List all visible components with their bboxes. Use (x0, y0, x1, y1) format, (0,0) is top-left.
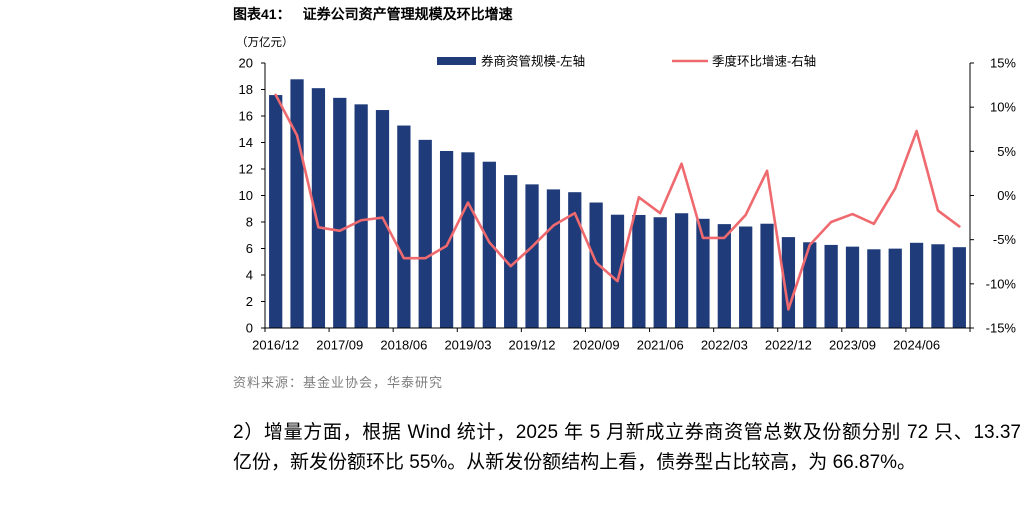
left-axis-tick-label: 20 (239, 56, 253, 71)
left-axis-tick-label: 0 (246, 321, 253, 336)
combo-chart: 0 2 4 6 8 10 12 14 16 18 20 -15% -10% -5% 0% 5% 10% 15% 20… (239, 53, 1017, 353)
left-axis-unit-label: （万亿元） (236, 37, 294, 49)
bar (909, 242, 924, 328)
bar (845, 246, 860, 328)
legend: 券商资管规模-左轴 季度环比增速-右轴 (437, 53, 816, 68)
right-axis-tick-label: 5% (997, 144, 1016, 159)
bar (333, 97, 347, 328)
right-axis-tick-label: 10% (990, 100, 1016, 115)
bar (696, 218, 710, 328)
x-axis-tick-label: 2022/03 (701, 338, 748, 353)
x-axis-tick-label: 2020/09 (573, 338, 620, 353)
left-axis-tick-label: 12 (239, 162, 253, 177)
bar (931, 244, 945, 328)
line-series (274, 93, 961, 311)
x-axis-tick-label: 2019/03 (444, 338, 491, 353)
x-axis-tick-label: 2017/09 (316, 338, 363, 353)
left-axis-tick-label: 10 (239, 188, 253, 203)
bar (354, 104, 368, 328)
bar (461, 152, 475, 328)
bar (674, 213, 689, 328)
figure-caption: 图表41： 证券公司资产管理规模及环比增速 (233, 5, 513, 23)
bar (824, 244, 838, 328)
bar (568, 192, 582, 328)
bar (525, 184, 539, 328)
bar (867, 249, 881, 328)
legend-swatch-bar (437, 57, 476, 65)
bar (418, 139, 432, 328)
paragraph-line-1: 2）增量方面，根据 Wind 统计，2025 年 5 月新成立券商资管总数及份额… (233, 422, 1021, 443)
bar (888, 248, 902, 328)
bar (610, 214, 625, 328)
bar (803, 242, 817, 328)
bar (717, 224, 731, 328)
bar (739, 226, 753, 328)
left-axis-tick-label: 8 (246, 215, 253, 230)
bar (952, 247, 966, 328)
x-axis-tick-label: 2024/06 (893, 338, 940, 353)
left-axis-tick-label: 6 (246, 241, 253, 256)
bar (290, 79, 304, 328)
bar (439, 150, 454, 328)
right-axis-tick-label: 0% (997, 188, 1016, 203)
axes: 0 2 4 6 8 10 12 14 16 18 20 -15% -10% -5% 0% 5% 10% 15% 20… (239, 56, 1017, 353)
left-axis-tick-label: 16 (239, 109, 253, 124)
growth-line (274, 93, 961, 311)
left-axis-tick-label: 4 (246, 268, 253, 283)
figure-title: 证券公司资产管理规模及环比增速 (302, 6, 513, 22)
bar (482, 161, 496, 328)
bar (653, 217, 667, 328)
paragraph-line-2: 亿份，新发份额环比 55%。从新发份额结构上看，债券型占比较高，为 66.87%… (233, 452, 917, 473)
bar (781, 237, 796, 328)
legend-label-line: 季度环比增速-右轴 (712, 53, 816, 68)
x-axis-tick-label: 2021/06 (637, 338, 684, 353)
source-note: 资料来源：基金业协会，华泰研究 (233, 375, 444, 390)
x-axis-tick-label: 2022/12 (765, 338, 812, 353)
x-axis-tick-label: 2019/12 (509, 338, 556, 353)
left-axis-tick-label: 18 (239, 82, 253, 97)
bar (269, 95, 283, 328)
legend-label-bar: 券商资管规模-左轴 (481, 53, 585, 68)
x-axis-tick-label: 2018/06 (380, 338, 427, 353)
left-axis-tick-label: 14 (239, 135, 253, 150)
left-axis-tick-label: 2 (246, 294, 253, 309)
bar (546, 189, 561, 328)
bar-series (269, 79, 966, 328)
right-axis-tick-label: -5% (993, 232, 1017, 247)
right-axis-tick-label: -15% (986, 321, 1017, 336)
bar (760, 223, 774, 328)
bar (397, 125, 411, 328)
x-axis-tick-label: 2023/09 (829, 338, 876, 353)
bar (632, 214, 646, 328)
right-axis-tick-label: 15% (990, 56, 1016, 71)
x-axis-tick-label: 2016/12 (252, 338, 299, 353)
bar (504, 175, 518, 328)
right-axis-tick-label: -10% (986, 276, 1017, 291)
bar (589, 202, 603, 328)
figure-label: 图表41： (233, 6, 291, 22)
bar (311, 88, 326, 328)
